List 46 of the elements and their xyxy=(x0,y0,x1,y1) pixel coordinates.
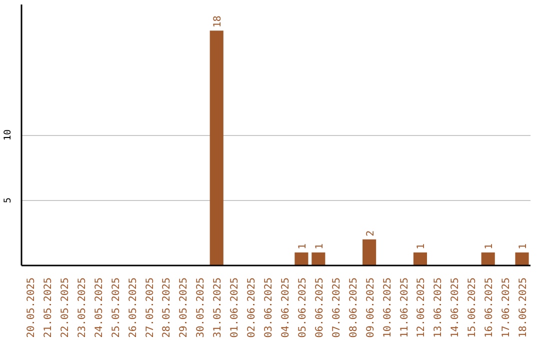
x-tick-label: 31.05.2025 xyxy=(212,277,224,338)
x-tick-label: 15.06.2025 xyxy=(467,277,478,338)
x-tick-label: 07.06.2025 xyxy=(331,277,342,338)
x-tick-label: 05.06.2025 xyxy=(297,277,308,338)
x-tick-label: 16.06.2025 xyxy=(484,277,496,338)
x-tick-label: 30.05.2025 xyxy=(196,277,207,338)
data-label: 1 xyxy=(297,243,308,250)
x-tick-label: 25.05.2025 xyxy=(110,277,122,338)
x-tick-label: 11.06.2025 xyxy=(399,277,410,338)
x-tick-label: 02.06.2025 xyxy=(246,277,258,338)
x-tick-label: 04.06.2025 xyxy=(280,277,292,338)
x-tick-label: 09.06.2025 xyxy=(365,277,376,338)
x-tick-label: 23.05.2025 xyxy=(76,277,88,338)
x-tick-label: 01.06.2025 xyxy=(230,277,241,338)
x-tick-label: 14.06.2025 xyxy=(450,277,462,338)
x-tick-label: 10.06.2025 xyxy=(382,277,394,338)
data-label: 2 xyxy=(365,230,376,236)
bar xyxy=(294,252,308,266)
bar xyxy=(515,252,529,266)
bar xyxy=(362,239,376,266)
y-tick-label: 10 xyxy=(2,129,14,141)
x-tick-label: 26.05.2025 xyxy=(128,277,139,338)
x-tick-label: 12.06.2025 xyxy=(416,277,428,338)
data-label: 1 xyxy=(314,243,326,250)
x-tick-label: 18.06.2025 xyxy=(518,277,530,338)
data-label: 1 xyxy=(518,243,530,250)
data-label: 18 xyxy=(212,16,224,28)
data-label: 1 xyxy=(416,243,428,250)
x-tick-label: 27.05.2025 xyxy=(144,277,156,338)
x-tick-label: 03.06.2025 xyxy=(264,277,275,338)
x-tick-label: 29.05.2025 xyxy=(178,277,190,338)
x-tick-label: 22.05.2025 xyxy=(60,277,71,338)
x-tick-label: 24.05.2025 xyxy=(94,277,105,338)
data-label: 1 xyxy=(484,243,496,250)
x-tick-label: 21.05.2025 xyxy=(42,277,54,338)
bar xyxy=(413,252,428,266)
x-tick-label: 17.06.2025 xyxy=(501,277,512,338)
y-tick-label: 5 xyxy=(2,197,14,204)
bar xyxy=(481,252,495,266)
bar xyxy=(312,252,326,266)
x-tick-label: 20.05.2025 xyxy=(26,277,37,338)
x-tick-label: 28.05.2025 xyxy=(162,277,173,338)
bar xyxy=(210,30,224,266)
x-tick-label: 08.06.2025 xyxy=(348,277,360,338)
x-tick-label: 06.06.2025 xyxy=(314,277,326,338)
x-tick-label: 13.06.2025 xyxy=(433,277,444,338)
